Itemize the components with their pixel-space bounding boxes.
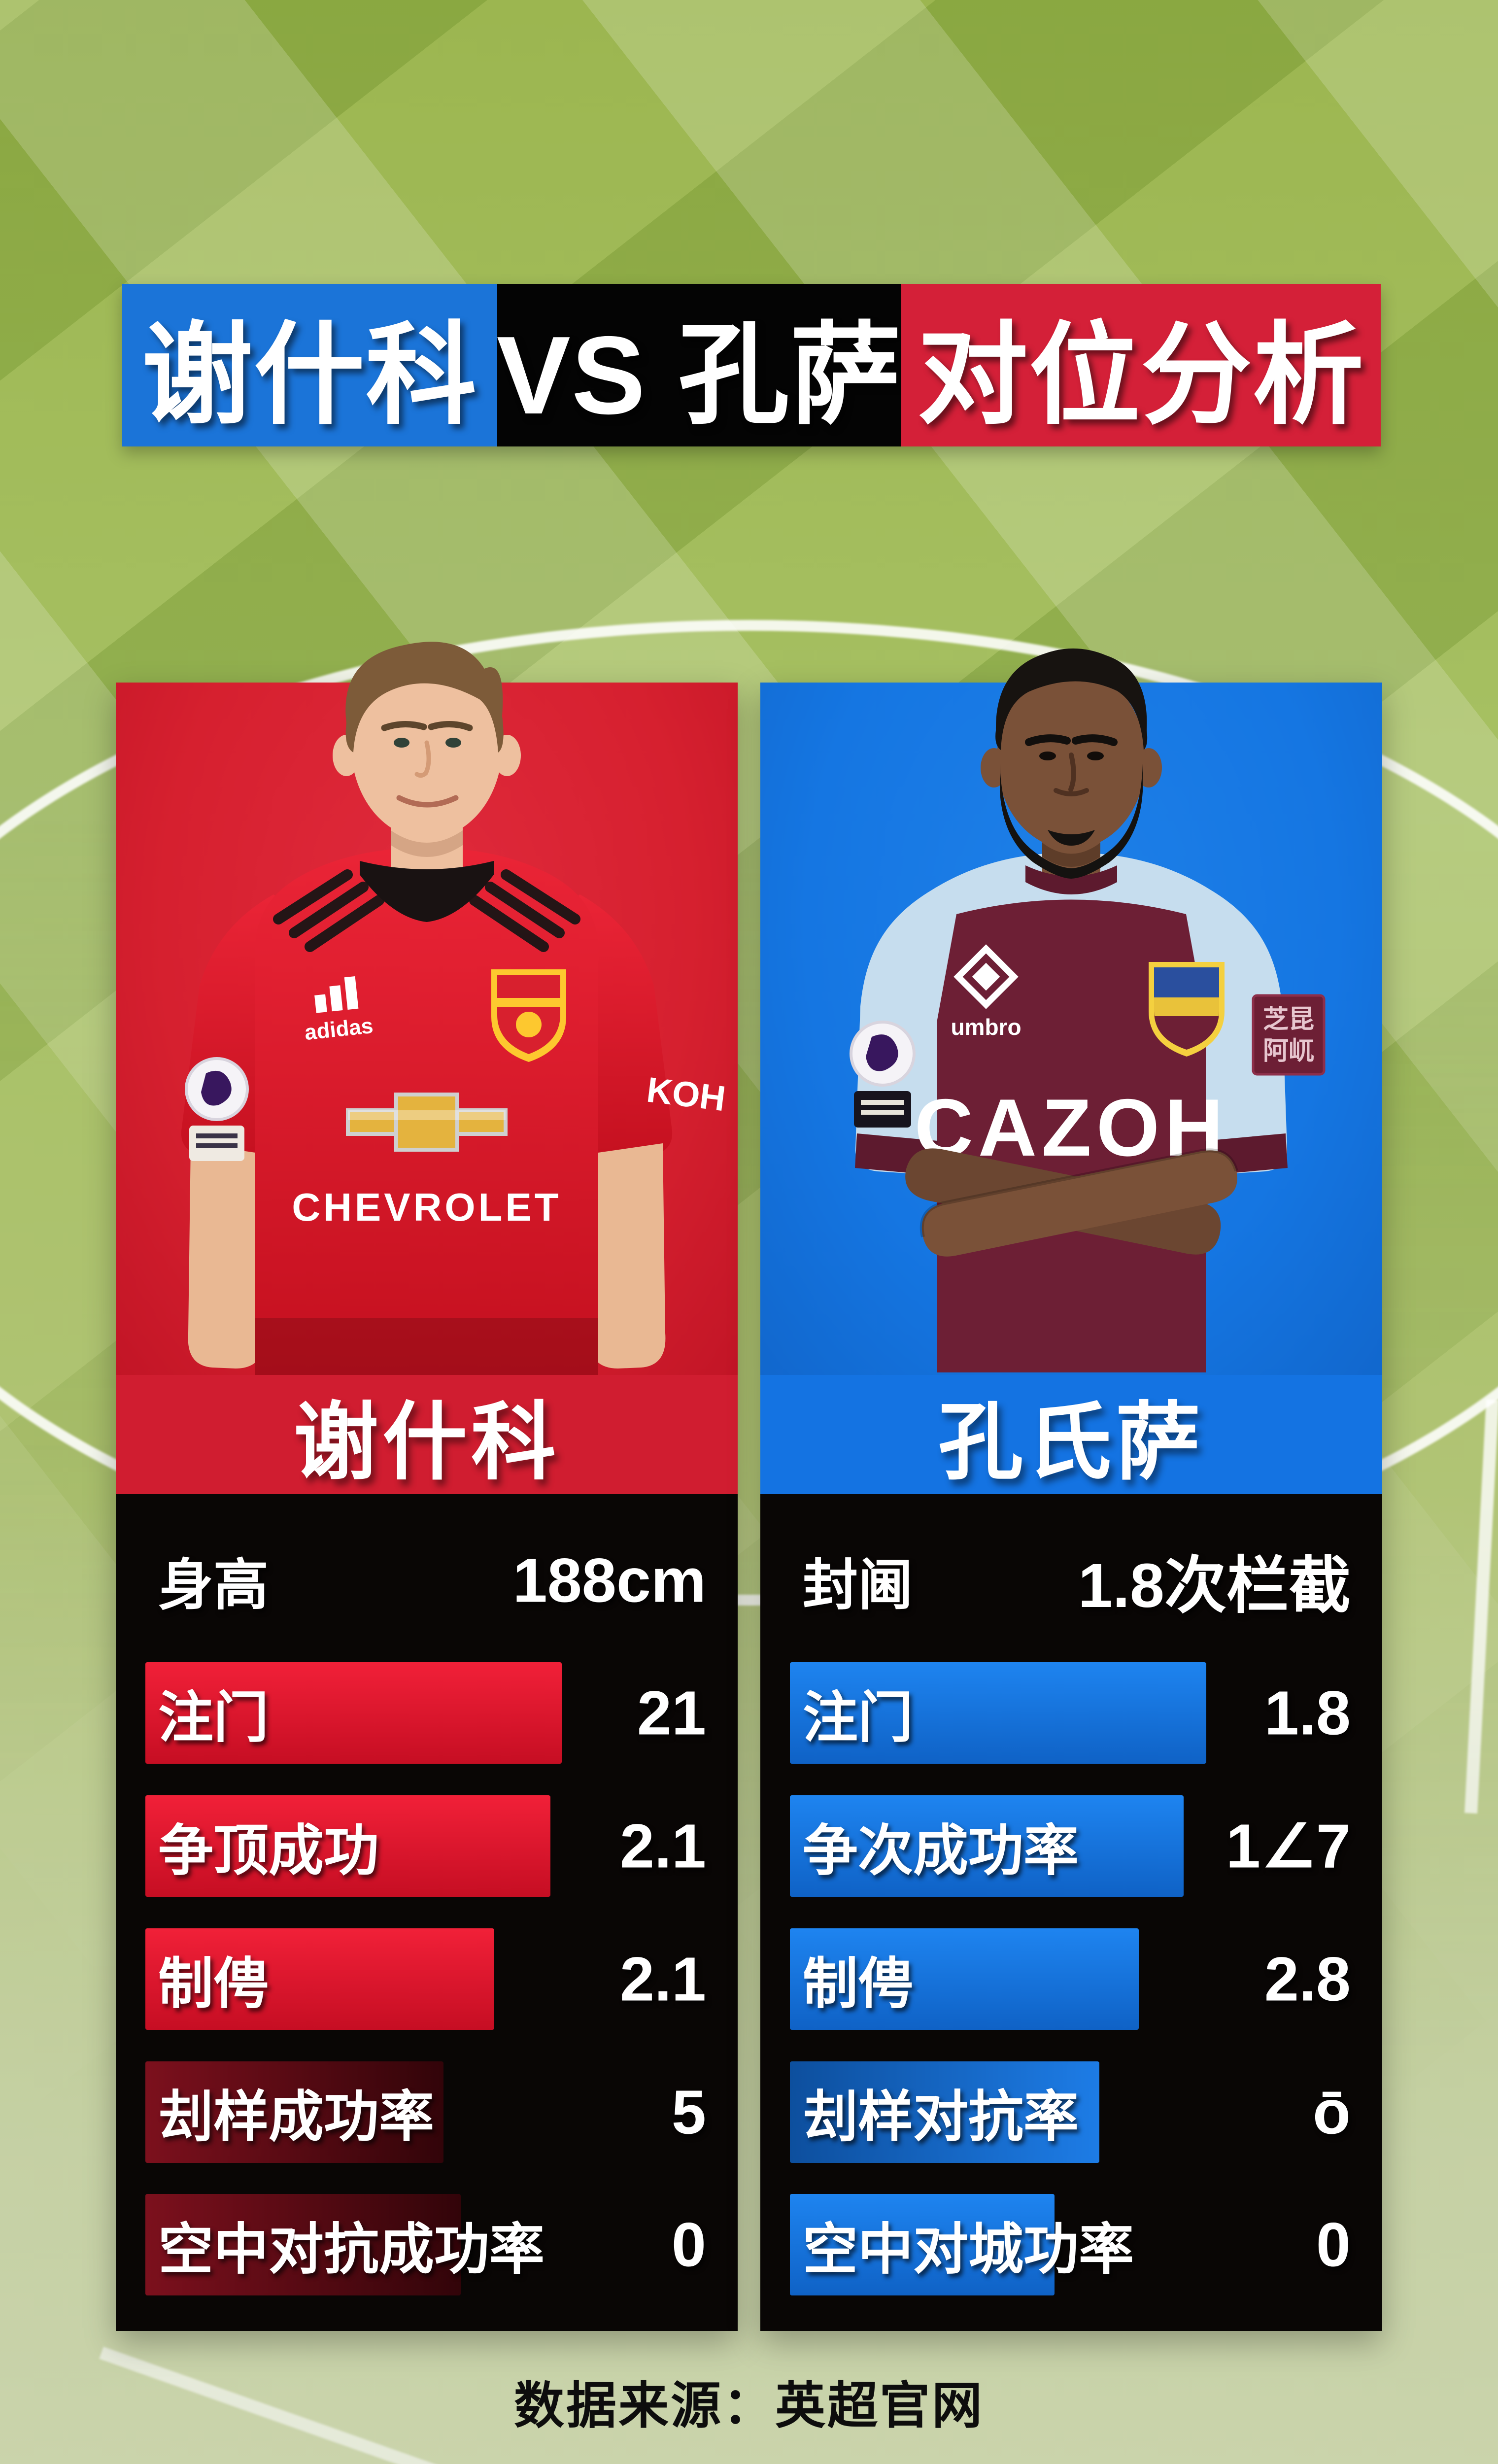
stat-bar xyxy=(145,1662,562,1764)
stat-bar xyxy=(790,2194,1055,2296)
player-photo-right: umbro CAZOH xyxy=(760,648,1382,1375)
stat-label: 刦样成功率 xyxy=(158,2086,434,2148)
stat-bar xyxy=(790,1795,1184,1897)
player-illustration-right: umbro CAZOH xyxy=(850,648,1326,1372)
player-card-right: umbro CAZOH xyxy=(760,648,1382,2331)
stat-row: 封阃 1.8次栏截 xyxy=(790,1519,1353,1642)
stat-label: 注门 xyxy=(158,1687,269,1749)
club-crest-left xyxy=(491,969,566,1062)
stat-bar xyxy=(145,2061,444,2163)
title-segment-analysis: 对位分析 xyxy=(901,284,1381,446)
stat-bar xyxy=(145,2194,461,2296)
stat-row: 注门 1.8 xyxy=(790,1651,1353,1775)
stat-value: 1∠7 xyxy=(1226,1811,1351,1881)
stat-row: 身高 188cm xyxy=(145,1519,708,1642)
stat-row: 注门 21 xyxy=(145,1651,708,1775)
stat-row: 刦样成功率 5 xyxy=(145,2051,708,2174)
sponsor-text-left: CHEVROLET xyxy=(292,1185,561,1229)
stats-panel-left: 身高 188cm 注门 21 争顶成功 2.1 制俜 2.1 刦样成功率 5 空中对抗成功率 0 xyxy=(116,1494,738,2331)
stat-row: 争次成功率 1∠7 xyxy=(790,1784,1353,1908)
svg-text:阿屼: 阿屼 xyxy=(1263,1037,1314,1065)
stat-row: 刦样对抗率 ō xyxy=(790,2051,1353,2174)
stat-value: 188cm xyxy=(512,1545,706,1615)
title-segment-player1: 谢什科 xyxy=(122,284,498,446)
stat-value: 0 xyxy=(1316,2210,1351,2280)
premier-league-badge-left xyxy=(185,1057,249,1161)
title-segment-vs: VS 孔萨 xyxy=(497,284,901,446)
stat-value: 0 xyxy=(671,2210,706,2280)
premier-league-badge-right xyxy=(850,1021,916,1128)
stat-row: 制俜 2.8 xyxy=(790,1917,1353,2041)
stat-bar xyxy=(145,1928,495,2030)
stat-label: 制俜 xyxy=(803,1952,913,2015)
stat-row: 空中对城功率 0 xyxy=(790,2183,1353,2306)
stat-label: 封阃 xyxy=(803,1554,913,1616)
stat-bar xyxy=(790,1662,1207,1764)
player-name-right: 孔氏萨 xyxy=(760,1375,1382,1494)
stat-bar xyxy=(145,1795,551,1897)
stat-value: 1.8 xyxy=(1264,1678,1351,1748)
data-source-text: 数据来源：英超官网 xyxy=(514,2378,984,2434)
stat-bar xyxy=(790,2061,1100,2163)
stat-value: 2.1 xyxy=(619,1944,706,2014)
stat-value: 2.1 xyxy=(619,1811,706,1881)
stat-label: 空中对城功率 xyxy=(803,2219,1134,2281)
stat-row: 空中对抗成功率 0 xyxy=(145,2183,708,2306)
stat-value: 1.8次栏截 xyxy=(1078,1550,1351,1620)
chevrolet-bowtie xyxy=(346,1093,508,1152)
player-name-left: 谢什科 xyxy=(116,1375,738,1494)
stat-label: 制俜 xyxy=(158,1952,269,2015)
stat-label: 争顶成功 xyxy=(158,1820,379,1882)
stat-row: 争顶成功 2.1 xyxy=(145,1784,708,1908)
club-crest-right xyxy=(1149,962,1225,1057)
player-photo-left: adidas CHEVROLET xyxy=(116,642,738,1375)
title-banner: 谢什科 VS 孔萨 对位分析 xyxy=(122,284,1381,446)
stat-value: 21 xyxy=(637,1678,706,1748)
stats-panel-right: 封阃 1.8次栏截注门 1.8 争次成功率 1∠7 制俜 2.8 刦样对抗率 ō 空中对城功率 0 xyxy=(760,1494,1382,2331)
sleeve-text-koh: KOH xyxy=(645,1070,728,1119)
stat-value: ō xyxy=(1313,2077,1351,2147)
stat-label: 刦样对抗率 xyxy=(803,2086,1079,2148)
sleeve-patch: 芝昆 阿屼 xyxy=(1252,994,1326,1076)
umbro-logo: umbro xyxy=(951,944,1021,1040)
stat-label: 身高 xyxy=(158,1554,269,1616)
player-illustration-left: adidas CHEVROLET xyxy=(181,642,728,1375)
player-card-left: adidas CHEVROLET xyxy=(116,642,738,2331)
svg-text:芝昆: 芝昆 xyxy=(1263,1005,1314,1034)
stat-value: 5 xyxy=(671,2077,706,2147)
stat-value: 2.8 xyxy=(1264,1944,1351,2014)
stat-label: 空中对抗成功率 xyxy=(158,2219,545,2281)
stat-bar xyxy=(790,1928,1139,2030)
stat-row: 制俜 2.1 xyxy=(145,1917,708,2041)
stat-label: 争次成功率 xyxy=(803,1820,1079,1882)
svg-text:umbro: umbro xyxy=(951,1014,1021,1040)
stat-label: 注门 xyxy=(803,1687,913,1749)
